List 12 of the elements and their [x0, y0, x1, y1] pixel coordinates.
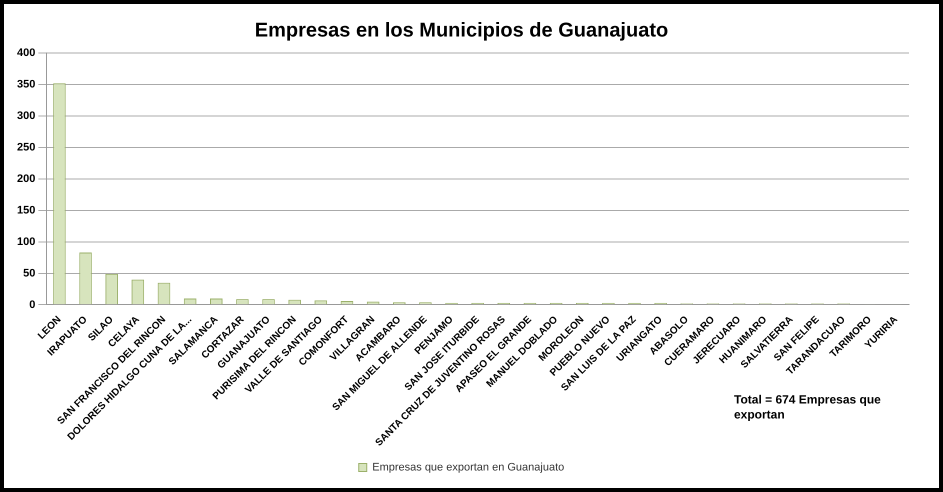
chart-title: Empresas en los Municipios de Guanajuato [254, 20, 668, 42]
y-tick-label: 200 [16, 172, 36, 185]
y-tick-label: 0 [29, 298, 36, 311]
y-tick-label: 250 [16, 141, 36, 154]
text: Total = 674 Empresas que exportan [734, 392, 882, 422]
y-tick-label: 100 [16, 236, 36, 248]
y-tick-label: 150 [16, 204, 36, 216]
legend-label: Empresas que exportan en Guanajuato [372, 462, 564, 474]
y-tick-label: 400 [16, 47, 36, 60]
y-tick-label: 300 [16, 110, 36, 122]
y-tick-label: 350 [16, 78, 36, 90]
y-tick-label: 50 [23, 267, 36, 280]
